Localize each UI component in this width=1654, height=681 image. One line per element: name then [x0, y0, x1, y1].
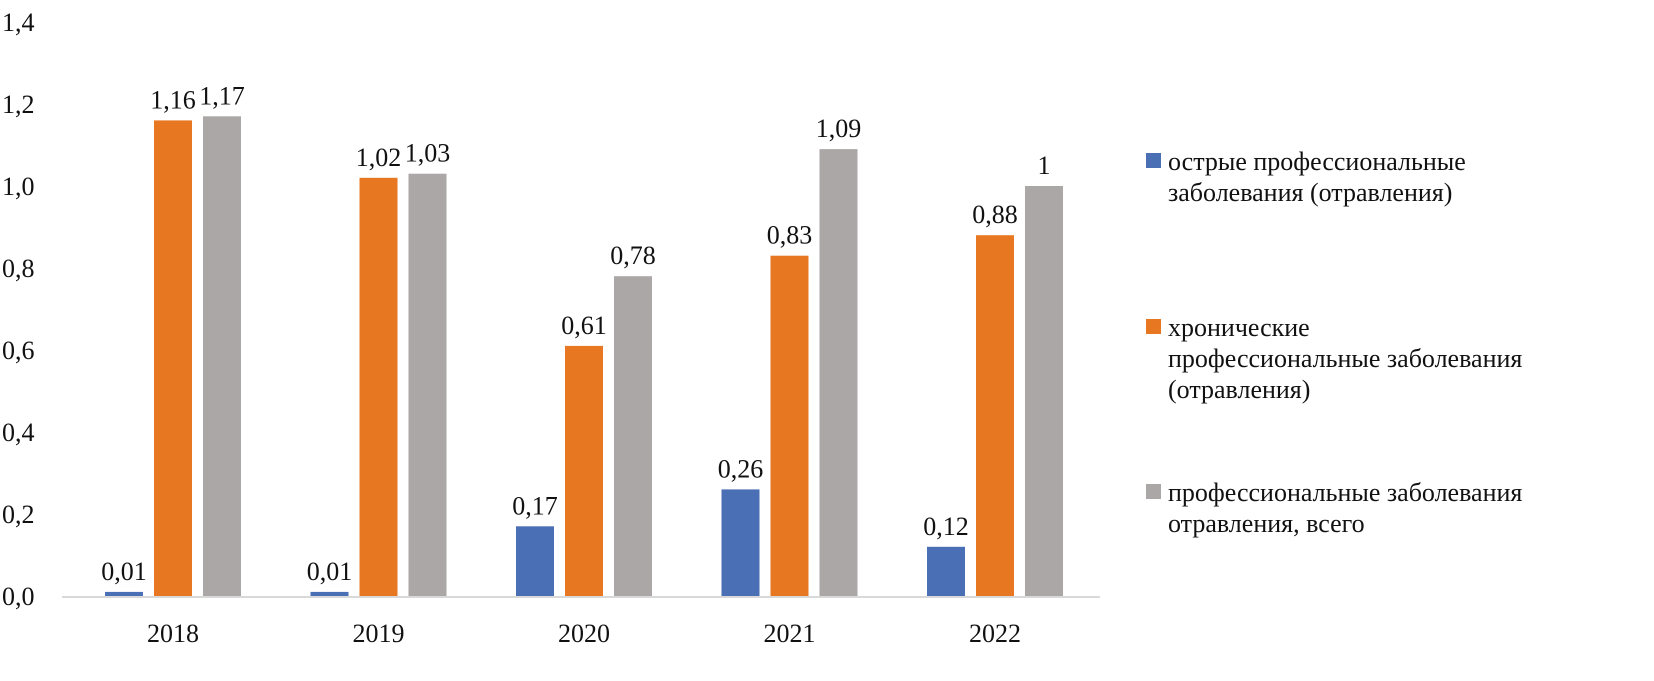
bar — [819, 149, 858, 596]
legend-label-line: (отравления) — [1168, 375, 1311, 404]
data-label: 1,03 — [405, 139, 451, 168]
bar — [359, 177, 398, 597]
data-label: 0,88 — [972, 200, 1018, 229]
x-tick-label: 2020 — [558, 619, 610, 648]
bar — [408, 173, 447, 596]
data-label: 1,02 — [356, 143, 402, 172]
data-label: 0,12 — [923, 512, 969, 541]
bar — [927, 546, 965, 596]
y-tick-label: 0,4 — [2, 418, 35, 447]
legend-label-line: острые профессиональные — [1168, 147, 1466, 176]
data-label: 1,16 — [150, 85, 196, 114]
y-tick-label: 0,0 — [2, 582, 35, 611]
bar — [976, 235, 1014, 596]
x-tick-label: 2022 — [969, 619, 1021, 648]
bar — [203, 116, 241, 597]
y-tick-label: 1,2 — [2, 90, 35, 119]
x-tick-label: 2018 — [147, 619, 199, 648]
data-label: 0,01 — [307, 557, 353, 586]
bar — [614, 276, 652, 596]
legend-label-line: профессиональные заболевания — [1168, 478, 1523, 507]
data-label: 0,01 — [101, 557, 147, 586]
bar-chart: 0,0 0,2 0,4 0,6 0,8 1,0 1,2 1,4 2018 2019 2020 2021… — [2, 8, 1100, 648]
bar — [154, 120, 192, 597]
legend-label-line: отравления, всего — [1168, 509, 1365, 538]
bar — [105, 591, 143, 596]
y-tick-label: 1,0 — [2, 172, 35, 201]
x-tick-label: 2019 — [353, 619, 405, 648]
x-tick-label: 2021 — [764, 619, 816, 648]
data-label: 1,17 — [199, 81, 245, 110]
legend-label-line: заболевания (отравления) — [1168, 178, 1453, 207]
y-tick-label: 0,6 — [2, 336, 35, 365]
bar — [770, 255, 809, 596]
y-tick-label: 1,4 — [2, 8, 35, 37]
legend-swatch-chronic — [1146, 319, 1161, 334]
legend-swatch-acute — [1146, 153, 1161, 168]
data-label: 0,83 — [767, 221, 813, 250]
legend-label-line: хронические — [1168, 313, 1310, 342]
bar — [565, 345, 603, 596]
data-label: 0,26 — [718, 454, 764, 483]
bar — [1025, 186, 1063, 596]
data-label: 0,61 — [561, 311, 607, 340]
legend-label-line: профессиональные заболевания — [1168, 344, 1523, 373]
legend-swatch-total — [1146, 484, 1161, 499]
bar — [516, 526, 554, 596]
bar — [310, 591, 349, 596]
data-label: 1,09 — [816, 114, 862, 143]
data-label: 0,78 — [610, 241, 656, 270]
bar — [721, 489, 760, 596]
data-label: 0,17 — [512, 491, 558, 520]
data-label: 1 — [1038, 151, 1051, 180]
y-tick-label: 0,8 — [2, 254, 35, 283]
y-tick-label: 0,2 — [2, 500, 35, 529]
